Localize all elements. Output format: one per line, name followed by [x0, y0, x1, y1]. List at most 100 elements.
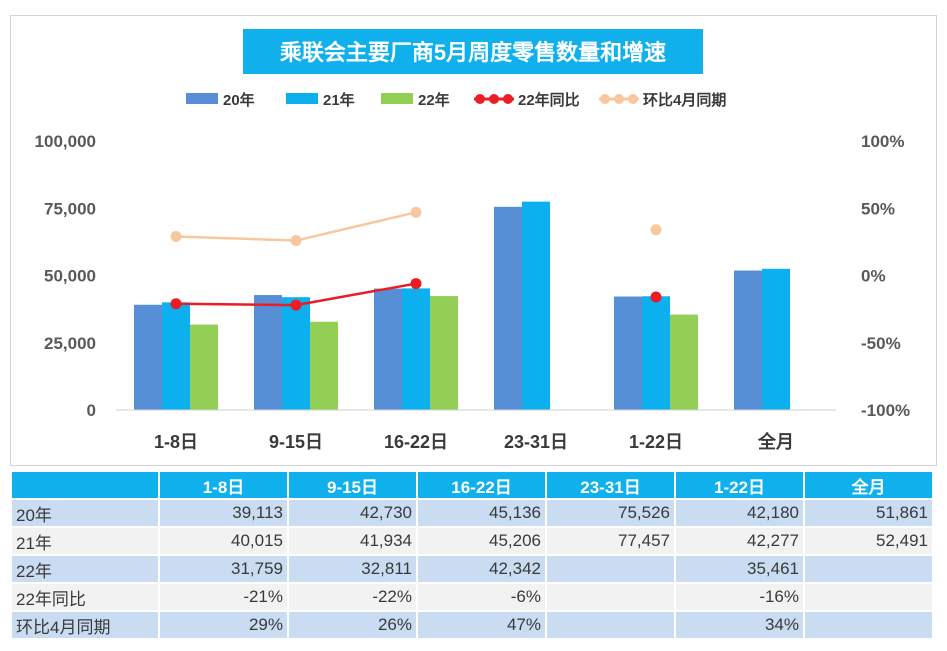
y-right-tick-label: -100% — [861, 401, 910, 420]
series-line-segment — [175, 235, 297, 242]
legend-label: 22年 — [418, 91, 450, 109]
legend-marker — [600, 94, 610, 104]
legend-marker — [628, 94, 638, 104]
bar — [254, 295, 282, 410]
table-cell: 45,136 — [418, 500, 545, 526]
x-tick-label: 1-22日 — [629, 432, 683, 452]
legend-label: 21年 — [323, 91, 355, 109]
table-cell: -21% — [160, 584, 287, 610]
table-cell: 39,113 — [160, 500, 287, 526]
table-row-20: 20年 39,113 42,730 45,136 75,526 42,180 5… — [12, 500, 932, 526]
series-point — [650, 224, 662, 236]
series-line-segment — [175, 302, 297, 307]
table-cell: 35,461 — [676, 556, 803, 582]
table-row-21: 21年 40,015 41,934 45,206 77,457 42,277 5… — [12, 528, 932, 554]
series-line-segment — [295, 282, 417, 307]
series-point — [170, 230, 182, 242]
table-cell: 41,934 — [289, 528, 416, 554]
table-header-corner — [12, 472, 158, 498]
table-cell: -16% — [676, 584, 803, 610]
bar — [162, 302, 190, 410]
series-point — [290, 299, 302, 311]
table-row-label: 22年同比 — [12, 584, 158, 610]
bar — [190, 324, 218, 410]
table-header-cell: 全月 — [805, 472, 932, 498]
table-cell — [805, 556, 932, 582]
bar — [522, 201, 550, 410]
table-cell — [547, 612, 674, 638]
bar — [374, 288, 402, 410]
table-cell: 26% — [289, 612, 416, 638]
bar — [282, 297, 310, 410]
y-left-tick-label: 75,000 — [44, 199, 96, 218]
table-cell: -22% — [289, 584, 416, 610]
table-cell: 42,180 — [676, 500, 803, 526]
bar — [670, 314, 698, 410]
table-cell — [547, 556, 674, 582]
table-cell: 42,730 — [289, 500, 416, 526]
bar — [134, 304, 162, 410]
table-row-22: 22年 31,759 32,811 42,342 35,461 — [12, 556, 932, 582]
bar — [430, 296, 458, 410]
table-cell: 42,277 — [676, 528, 803, 554]
legend-marker — [614, 94, 624, 104]
table-header-cell: 9-15日 — [289, 472, 416, 498]
bar — [402, 288, 430, 410]
table-cell: 31,759 — [160, 556, 287, 582]
table-header-cell: 1-8日 — [160, 472, 287, 498]
legend-label: 22年同比 — [518, 91, 580, 109]
table-row-mom: 环比4月同期 29% 26% 47% 34% — [12, 612, 932, 638]
x-tick-label: 1-8日 — [154, 432, 198, 452]
legend-marker — [503, 94, 513, 104]
table-row-label: 21年 — [12, 528, 158, 554]
legend-marker — [489, 94, 499, 104]
x-tick-label: 23-31日 — [504, 432, 568, 452]
table-cell: -6% — [418, 584, 545, 610]
table-cell: 32,811 — [289, 556, 416, 582]
series-point — [290, 235, 302, 247]
x-tick-label: 全月 — [757, 431, 794, 452]
x-tick-label: 9-15日 — [269, 432, 323, 452]
bar — [762, 268, 790, 410]
series-point — [170, 298, 182, 310]
series-point — [410, 278, 422, 290]
table-cell: 42,342 — [418, 556, 545, 582]
table-cell — [805, 584, 932, 610]
series-point — [650, 291, 662, 303]
table-cell: 51,861 — [805, 500, 932, 526]
bar — [614, 296, 642, 410]
legend-swatch — [186, 93, 218, 104]
series-line-segment — [295, 211, 417, 242]
table-header-cell: 1-22日 — [676, 472, 803, 498]
table-row-yoy: 22年同比 -21% -22% -6% -16% — [12, 584, 932, 610]
table-cell: 34% — [676, 612, 803, 638]
table-header-row: 1-8日 9-15日 16-22日 23-31日 1-22日 全月 — [12, 472, 932, 498]
y-right-tick-label: 50% — [861, 199, 895, 218]
chart-canvas: 乘联会主要厂商5月周度零售数量和增速 20年 21年 22年 22年同比 环比4月同期 0 2… — [35, 29, 910, 452]
table-cell: 77,457 — [547, 528, 674, 554]
y-right-tick-label: -50% — [861, 334, 901, 353]
table-cell: 45,206 — [418, 528, 545, 554]
bar — [642, 296, 670, 410]
table-row-label: 20年 — [12, 500, 158, 526]
legend-label: 环比4月同期 — [643, 91, 726, 109]
y-left-tick-label: 100,000 — [35, 132, 96, 151]
legend-label: 20年 — [223, 91, 255, 109]
data-table: 1-8日 9-15日 16-22日 23-31日 1-22日 全月 20年 39… — [10, 470, 934, 640]
legend-swatch — [286, 93, 318, 104]
y-right-tick-label: 0% — [861, 267, 886, 286]
table-header-cell: 16-22日 — [418, 472, 545, 498]
series-point — [410, 206, 422, 218]
table-cell: 52,491 — [805, 528, 932, 554]
x-tick-label: 16-22日 — [384, 432, 448, 452]
y-left-tick-label: 50,000 — [44, 267, 96, 286]
table-cell: 29% — [160, 612, 287, 638]
table-cell: 75,526 — [547, 500, 674, 526]
chart-title-box — [243, 29, 703, 74]
y-right-tick-label: 100% — [861, 132, 904, 151]
chart-frame: 乘联会主要厂商5月周度零售数量和增速 20年 21年 22年 22年同比 环比4月同期 0 2… — [10, 15, 937, 466]
table-cell — [805, 612, 932, 638]
table-cell — [547, 584, 674, 610]
table-header-cell: 23-31日 — [547, 472, 674, 498]
table-cell: 40,015 — [160, 528, 287, 554]
